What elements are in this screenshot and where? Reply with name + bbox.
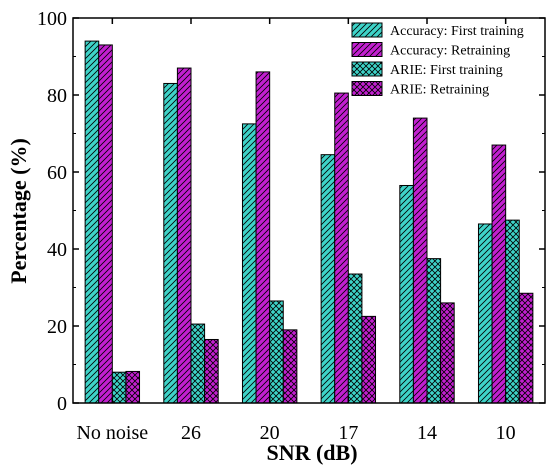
bar-arie-first-training-14 bbox=[426, 258, 442, 404]
bar-accuracy-first-training-no-noise bbox=[84, 40, 100, 404]
bar-arie-first-training-17 bbox=[347, 273, 363, 404]
legend-label-accuracy-retraining: Accuracy: Retraining bbox=[390, 44, 510, 59]
bar-accuracy-first-training-14 bbox=[399, 184, 414, 404]
x-axis-title: SNR (dB) bbox=[266, 440, 357, 465]
bar-arie-first-training-26 bbox=[190, 323, 206, 404]
x-tick-label-10: 10 bbox=[496, 422, 516, 444]
y-tick-label: 80 bbox=[47, 85, 67, 107]
bar-arie-retraining-17 bbox=[361, 315, 377, 404]
x-tick-label-26: 26 bbox=[181, 422, 201, 444]
bar-accuracy-first-training-20 bbox=[241, 123, 257, 404]
bar-accuracy-retraining-10 bbox=[491, 144, 507, 404]
y-tick-label: 0 bbox=[57, 393, 67, 415]
bar-arie-retraining-26 bbox=[204, 338, 219, 404]
legend-label-arie-first-training: ARIE: First training bbox=[390, 63, 503, 78]
legend: Accuracy: First training Accuracy: Retrai… bbox=[351, 22, 524, 98]
legend-label-accuracy-first-training: Accuracy: First training bbox=[390, 24, 524, 39]
bar-accuracy-retraining-20 bbox=[255, 71, 271, 404]
x-tick-label-20: 20 bbox=[260, 422, 280, 444]
bar-arie-retraining-20 bbox=[282, 329, 298, 404]
bar-accuracy-retraining-no-noise bbox=[98, 44, 113, 404]
y-axis-title: Percentage (%) bbox=[6, 138, 31, 284]
y-tick-label: 60 bbox=[47, 162, 67, 184]
bar-accuracy-retraining-14 bbox=[412, 117, 428, 404]
bar-arie-retraining-no-noise bbox=[125, 370, 141, 404]
bar-arie-retraining-10 bbox=[518, 292, 534, 404]
bar-accuracy-first-training-17 bbox=[320, 154, 336, 404]
y-tick-label: 40 bbox=[47, 239, 67, 261]
legend-label-arie-retraining: ARIE: Retraining bbox=[390, 83, 489, 98]
x-tick-label-17: 17 bbox=[338, 422, 358, 444]
y-tick-label: 20 bbox=[47, 316, 67, 338]
x-tick-label-14: 14 bbox=[417, 422, 437, 444]
bar-arie-first-training-10 bbox=[505, 219, 520, 404]
bar-accuracy-retraining-17 bbox=[334, 92, 349, 404]
legend-swatch-arie-first-training bbox=[351, 61, 383, 77]
bar-arie-first-training-20 bbox=[269, 300, 284, 404]
x-tick-label-no-noise: No noise bbox=[76, 422, 148, 444]
y-tick-label: 100 bbox=[37, 8, 67, 30]
bar-accuracy-first-training-10 bbox=[477, 223, 493, 404]
bars-layer bbox=[84, 40, 534, 404]
legend-swatch-accuracy-first-training bbox=[351, 22, 383, 38]
bar-arie-retraining-14 bbox=[440, 302, 455, 404]
bar-accuracy-first-training-26 bbox=[163, 82, 178, 404]
axes-layer: 0 20 40 60 80 100 No noise 26 20 17 14 10 bbox=[37, 8, 546, 444]
bar-arie-first-training-no-noise bbox=[111, 371, 127, 404]
legend-swatch-accuracy-retraining bbox=[351, 42, 383, 57]
bar-accuracy-retraining-26 bbox=[176, 67, 192, 404]
legend-swatch-arie-retraining bbox=[351, 81, 383, 96]
